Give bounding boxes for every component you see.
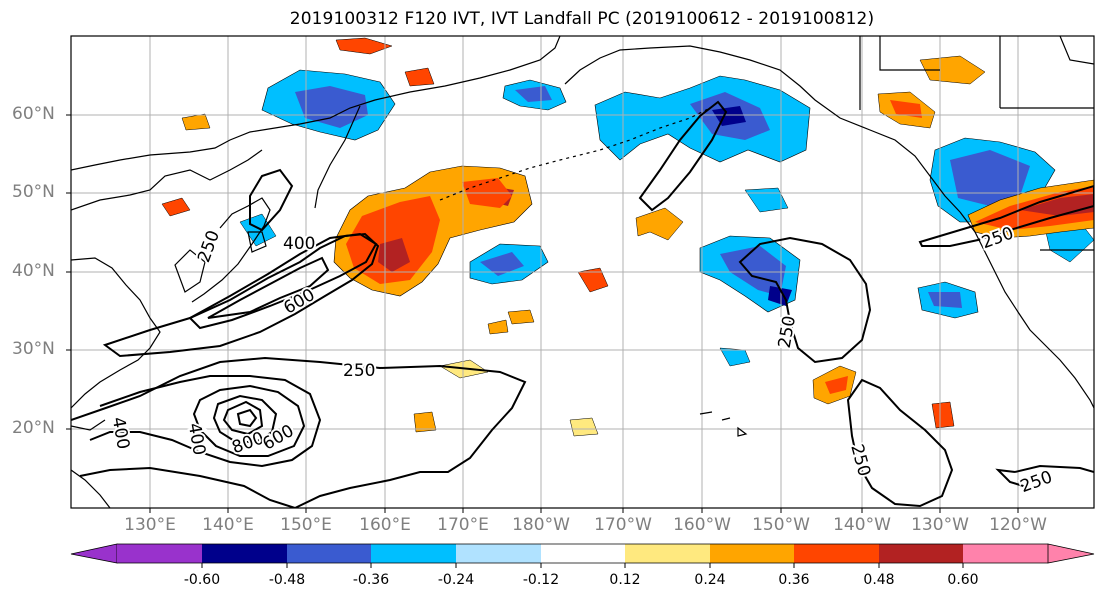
contour-label: 400 [184, 422, 209, 457]
colorbar-tick-label: -0.12 [522, 572, 560, 588]
lon-label: 160°W [673, 515, 731, 535]
contour-label: 250 [343, 361, 375, 381]
contour-600-main [192, 384, 306, 457]
contour-250-main [71, 356, 527, 508]
colorbar-extend-low [70, 543, 118, 564]
lat-label: 30°N [12, 339, 55, 359]
korea-coast [174, 249, 206, 293]
colorbar-extend-high [1047, 543, 1095, 564]
lon-label: 140°E [202, 515, 254, 535]
lon-label: 130°W [911, 515, 969, 535]
contour-250-south [846, 378, 954, 508]
lat-label: 50°N [12, 182, 55, 202]
colorbar-tick-label: 0.12 [609, 572, 641, 588]
alaska-coast [564, 45, 961, 213]
aleutian-chain [439, 107, 711, 201]
contour-label: 600 [259, 421, 297, 455]
hawaii [699, 411, 748, 437]
colorbar-tick-label: -0.36 [352, 572, 390, 588]
map-title: 2019100312 F120 IVT, IVT Landfall PC (20… [289, 9, 875, 29]
kamchatka-coast [314, 105, 361, 209]
contour-250-se [995, 464, 1094, 489]
graticule [71, 36, 1094, 508]
colorbar-tick-label: 0.48 [863, 572, 895, 588]
contour-800-main [212, 394, 278, 443]
lat-label: 20°N [12, 418, 55, 438]
lat-label: 40°N [12, 261, 55, 281]
lon-label: 130°E [124, 515, 176, 535]
contour-label: 400 [283, 234, 315, 254]
colorbar-tick-label: -0.24 [437, 572, 475, 588]
axis-ticks [66, 114, 1019, 513]
lon-label: 150°W [752, 515, 810, 535]
ivt-contours [71, 100, 1094, 508]
lat-label: 60°N [12, 104, 55, 124]
negative-anomaly-fields [239, 69, 1094, 367]
coastlines [71, 36, 1094, 508]
japan-coast [191, 197, 271, 303]
na-west-coast [959, 211, 1094, 409]
contour-600-nw [207, 256, 330, 319]
colorbar-tick-label: 0.24 [694, 572, 726, 588]
lon-label: 150°E [280, 515, 332, 535]
contour-400-main [89, 375, 322, 468]
contour-label: 800 [229, 428, 266, 458]
contour-label: 600 [280, 285, 318, 319]
lon-label: 160°E [359, 515, 411, 535]
contour-alaska [638, 100, 728, 212]
contour-250-mid [738, 236, 872, 364]
asia-coastline [71, 36, 561, 171]
lon-label: 170°W [594, 515, 652, 535]
lon-label: 170°E [437, 515, 489, 535]
colorbar-tick-label: -0.48 [268, 572, 306, 588]
lon-label: 140°W [833, 515, 891, 535]
colorbar-tick-label: 0.60 [947, 572, 979, 588]
lon-label: 120°W [989, 515, 1047, 535]
lon-label: 180°W [512, 515, 570, 535]
contour-250-east [918, 184, 1094, 247]
map-content: 400 600 250 400 400 800 600 250 250 250 … [71, 36, 1094, 508]
contour-label: 250 [846, 442, 874, 479]
contour-label: 400 [108, 416, 133, 451]
colorbar-tick-label: -0.60 [183, 572, 221, 588]
colorbar-tick-label: 0.36 [778, 572, 810, 588]
contour-label: 250 [194, 228, 224, 265]
contour-400-nw [188, 232, 378, 330]
contour-250-nw [102, 232, 380, 358]
contour-label: 250 [1018, 467, 1055, 497]
colorbar [70, 543, 1095, 568]
